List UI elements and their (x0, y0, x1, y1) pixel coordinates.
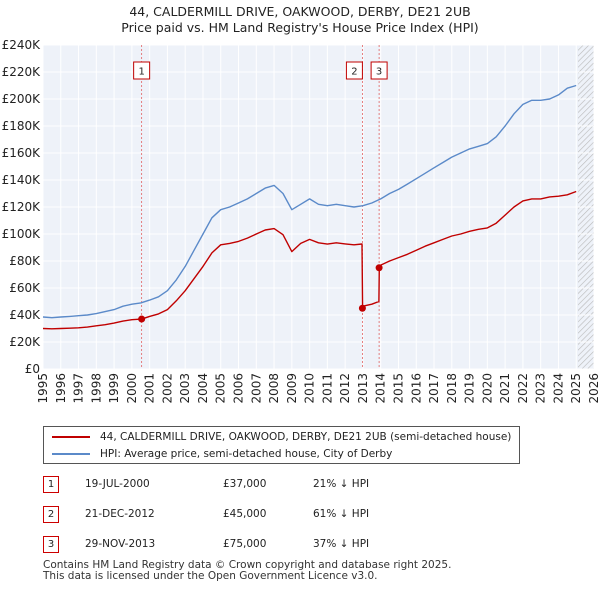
x-tick-label: 2018 (445, 373, 459, 404)
transaction-hpi-diff: 21% ↓ HPI (313, 478, 370, 490)
y-tick-label: £240K (2, 38, 42, 52)
x-tick-label: 2003 (178, 373, 192, 404)
transaction-hpi-diff: 37% ↓ HPI (313, 538, 370, 550)
x-tick-label: 2013 (356, 373, 370, 404)
x-tick-label: 1999 (107, 373, 121, 404)
legend-swatch-property (52, 436, 90, 438)
x-tick-label: 2019 (463, 373, 477, 404)
sale-label: 3 (376, 67, 382, 78)
x-tick-label: 2008 (267, 373, 281, 404)
x-tick-label: 1997 (72, 373, 86, 404)
transaction-price: £75,000 (223, 538, 267, 550)
sale-point (138, 315, 146, 323)
transaction-date: 19-JUL-2000 (85, 478, 150, 490)
x-tick-label: 2023 (534, 373, 548, 404)
x-tick-label: 2011 (320, 373, 334, 404)
x-tick-label: 2005 (214, 373, 228, 404)
y-tick-label: £220K (2, 65, 42, 79)
transaction-date: 29-NOV-2013 (85, 538, 156, 550)
legend-item-hpi: HPI: Average price, semi-detached house,… (52, 446, 392, 462)
y-tick-label: £100K (2, 227, 42, 241)
transaction-hpi-diff: 61% ↓ HPI (313, 508, 370, 520)
x-tick-label: 2024 (551, 373, 565, 404)
legend-label-hpi: HPI: Average price, semi-detached house,… (100, 448, 393, 460)
sale-label: 2 (351, 67, 357, 78)
x-tick-label: 2014 (374, 373, 388, 404)
footer-copyright: Contains HM Land Registry data © Crown c… (43, 559, 452, 571)
x-tick-label: 2002 (160, 373, 174, 404)
y-tick-label: £40K (9, 308, 41, 322)
transaction-price: £45,000 (223, 508, 267, 520)
chart-title-line1: 44, CALDERMILL DRIVE, OAKWOOD, DERBY, DE… (129, 4, 471, 19)
x-tick-label: 2006 (232, 373, 246, 404)
y-tick-label: £0 (25, 362, 40, 376)
y-tick-label: £60K (9, 281, 41, 295)
hpi-series-line (42, 84, 577, 319)
x-tick-label: 2026 (587, 373, 600, 404)
x-tick-label: 2001 (143, 373, 157, 404)
transaction-number: 1 (43, 476, 59, 493)
transaction-price: £37,000 (223, 478, 267, 490)
transaction-number: 3 (43, 536, 59, 553)
transaction-number: 2 (43, 506, 59, 523)
chart-title-line2: Price paid vs. HM Land Registry's House … (121, 20, 479, 35)
x-tick-label: 2007 (249, 373, 263, 404)
x-tick-label: 2016 (409, 373, 423, 404)
x-tick-label: 2020 (480, 373, 494, 404)
x-tick-label: 1995 (36, 373, 50, 404)
x-tick-label: 2012 (338, 373, 352, 404)
sale-label: 1 (138, 67, 144, 78)
legend-item-property: 44, CALDERMILL DRIVE, OAKWOOD, DERBY, DE… (52, 429, 511, 445)
x-tick-label: 2010 (303, 373, 317, 404)
x-tick-label: 2009 (285, 373, 299, 404)
y-tick-label: £120K (2, 200, 42, 214)
y-tick-label: £80K (9, 254, 41, 268)
y-tick-label: £180K (2, 119, 42, 133)
sale-label-box (345, 61, 363, 80)
legend-label-property: 44, CALDERMILL DRIVE, OAKWOOD, DERBY, DE… (100, 431, 512, 443)
x-tick-label: 1996 (54, 373, 68, 404)
x-tick-label: 2025 (569, 373, 583, 404)
x-tick-label: 2022 (516, 373, 530, 404)
y-tick-label: £160K (2, 146, 42, 160)
price-chart: 1 2 3 £0 £20K £40K £60K £80K £100K £120K £140K £16… (2, 38, 600, 404)
x-tick-label: 1998 (89, 373, 103, 404)
y-tick-label: £200K (2, 92, 42, 106)
sale-point (358, 304, 366, 312)
sale-label-box (133, 61, 151, 80)
y-tick-label: £20K (9, 335, 41, 349)
x-tick-label: 2015 (391, 373, 405, 404)
x-tick-label: 2004 (196, 373, 210, 404)
x-tick-label: 2021 (498, 373, 512, 404)
sale-point (375, 264, 383, 272)
legend-swatch-hpi (52, 453, 90, 455)
footer: Contains HM Land Registry data © Crown c… (43, 560, 451, 582)
footer-licence: This data is licensed under the Open Gov… (43, 570, 378, 582)
y-tick-label: £140K (2, 173, 42, 187)
sale-label-box (370, 61, 388, 80)
transaction-date: 21-DEC-2012 (85, 508, 155, 520)
x-tick-label: 2017 (427, 373, 441, 404)
x-tick-label: 2000 (125, 373, 139, 404)
legend: 44, CALDERMILL DRIVE, OAKWOOD, DERBY, DE… (43, 426, 520, 464)
